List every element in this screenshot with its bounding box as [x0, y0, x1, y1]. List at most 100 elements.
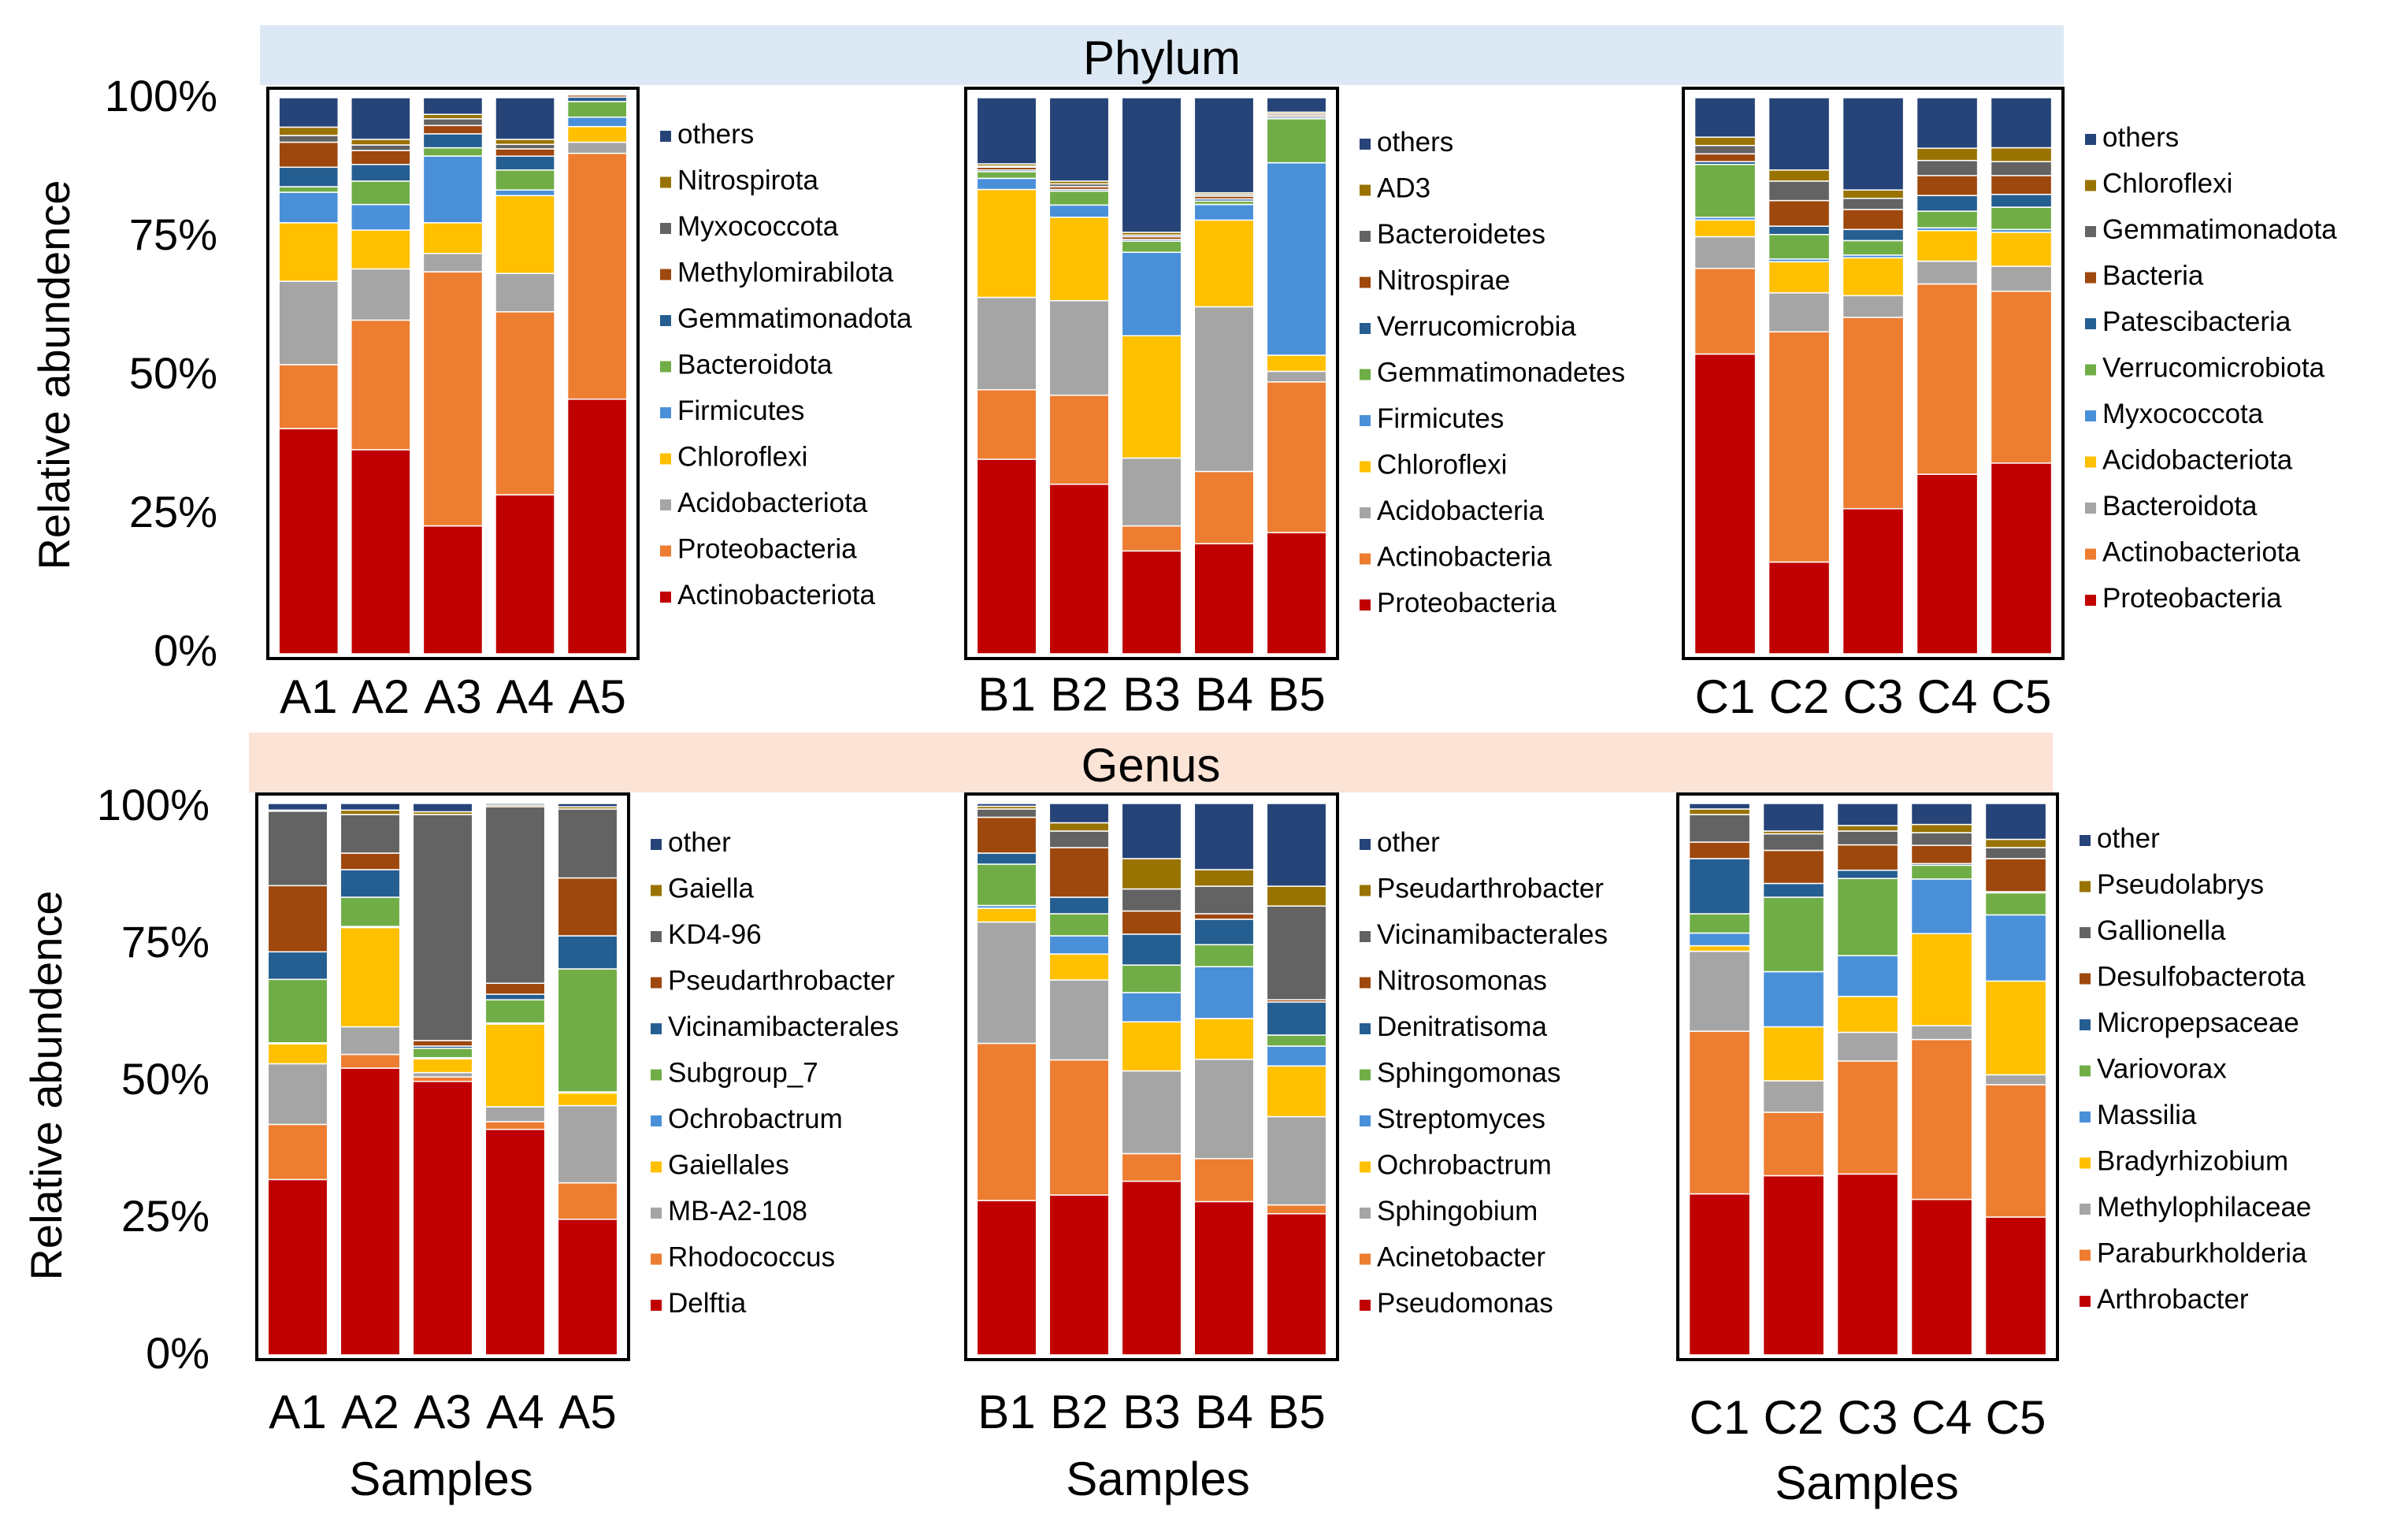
bar-segment-b3-proteobacteria — [1121, 550, 1182, 655]
bar-segment-c3-bradyrhizobium — [1836, 996, 1899, 1033]
legend-swatch — [651, 1208, 662, 1219]
legend-swatch — [1360, 553, 1371, 565]
bar-segment-b3-streptomyces — [1121, 992, 1182, 1022]
bar-segment-a1-subgroup-7 — [267, 978, 328, 1044]
x-tick-a1: A1 — [269, 1386, 326, 1438]
bar-segment-c3-gemmatimonadota — [1842, 198, 1905, 210]
legend-label-others: others — [2102, 122, 2179, 153]
legend-swatch — [2085, 548, 2096, 560]
bar-segment-a5-chloroflexi — [566, 125, 628, 143]
bar-segment-a4-delftia — [484, 1128, 546, 1356]
legend-swatch — [660, 545, 671, 557]
bar-segment-a1-bacteroidota — [278, 186, 339, 193]
legend-label-paraburkholderia: Paraburkholderia — [2097, 1238, 2307, 1269]
bar-segment-a5-acidobacteriota — [566, 141, 628, 154]
legend-label-methylomirabilota: Methylomirabilota — [677, 258, 894, 288]
legend-swatch — [2080, 1157, 2091, 1169]
legend-label-patescibacteria: Patescibacteria — [2102, 306, 2291, 337]
bar-segment-a5-bacteroidota — [566, 101, 628, 118]
legend-swatch — [2080, 1065, 2091, 1077]
legend-label-actinobacteriota: Actinobacteriota — [2102, 537, 2301, 568]
bar-segment-a2-nitrospirota — [351, 139, 411, 146]
bar-segment-c4-patescibacteria — [1916, 195, 1979, 212]
legend-label-massilia: Massilia — [2097, 1100, 2197, 1130]
x-tick-a4: A4 — [496, 670, 554, 723]
bar-segment-b2-proteobacteria — [1048, 483, 1110, 655]
legend-swatch — [2080, 927, 2091, 938]
bar-segment-b2-chloroflexi — [1048, 217, 1110, 302]
legend-label-acidobacteria: Acidobacteria — [1377, 495, 1545, 526]
bar-segment-b5-other — [1266, 803, 1327, 887]
bar-segment-a3-myxococcota — [422, 118, 484, 127]
legend-swatch — [1360, 415, 1371, 426]
legend-label-ochrobactrum: Ochrobactrum — [1377, 1150, 1552, 1181]
legend-swatch — [660, 315, 671, 326]
bar-segment-b5-chloroflexi — [1266, 354, 1327, 373]
bar-segment-c5-actinobacteriota — [1990, 290, 2053, 464]
bar-segment-b3-sphingobium — [1121, 1070, 1182, 1155]
bar-segment-a4-myxococcota — [495, 143, 555, 150]
bar-segment-b2-vicinamibacterales — [1048, 830, 1110, 848]
bar-segment-b1-proteobacteria — [976, 458, 1037, 655]
bar-segment-a1-other — [267, 803, 328, 811]
x-tick-b3: B3 — [1122, 668, 1180, 721]
y-axis-label-genus: Relative abundence — [21, 890, 71, 1280]
bar-segment-c3-massilia — [1836, 955, 1899, 997]
legend-label-proteobacteria: Proteobacteria — [1377, 588, 1556, 618]
x-tick-c4: C4 — [1912, 1391, 1972, 1444]
bar-segment-c5-gemmatimonadota — [1990, 161, 2053, 176]
bar-segment-a2-chloroflexi — [351, 229, 411, 270]
legend-label-denitratisoma: Denitratisoma — [1377, 1011, 1547, 1042]
bar-segment-a1-gaiellales — [267, 1043, 328, 1065]
bar-segment-c4-others — [1916, 97, 1979, 149]
x-tick-b2: B2 — [1050, 1386, 1108, 1438]
genus-band — [249, 733, 2053, 792]
bar-segment-c2-verrucomicrobiota — [1768, 233, 1831, 260]
bar-segment-c1-other — [1688, 803, 1751, 810]
bar-segment-a4-subgroup-7 — [484, 999, 546, 1024]
legend-swatch — [2080, 835, 2091, 846]
legend-label-bacteria: Bacteria — [2102, 261, 2204, 291]
bar-segment-a3-bacteroidota — [422, 147, 484, 157]
bar-segment-b2-firmicutes — [1048, 204, 1110, 218]
bar-segment-a2-myxococcota — [351, 144, 411, 151]
bar-segment-a5-firmicutes — [566, 116, 628, 128]
bar-segment-c3-pseudolabrys — [1836, 825, 1899, 832]
bar-segment-a3-proteobacteria — [422, 271, 484, 527]
bar-segment-a4-mb-a2-108 — [484, 1106, 546, 1123]
y-axis-label-phylum: Relative abundence — [29, 180, 79, 570]
bar-segment-b3-firmicutes — [1121, 251, 1182, 336]
legend-label-micropepsaceae: Micropepsaceae — [2097, 1007, 2299, 1038]
bar-segment-c4-gallionella — [1910, 832, 1973, 846]
legend-swatch — [2080, 1111, 2091, 1123]
bar-segment-c4-chloroflexi — [1916, 147, 1979, 161]
legend-label-sphingobium: Sphingobium — [1377, 1196, 1538, 1226]
bar-segment-a5-rhodococcus — [557, 1182, 618, 1220]
bar-segment-b5-others — [1266, 97, 1327, 113]
legend-label-bradyrhizobium: Bradyrhizobium — [2097, 1146, 2288, 1177]
bar-segment-c5-other — [1984, 803, 2047, 841]
legend-label-mb-a2-108: MB-A2-108 — [668, 1196, 807, 1226]
bar-segment-c4-bradyrhizobium — [1910, 933, 1973, 1026]
bar-segment-c2-desulfobacterota — [1762, 849, 1825, 885]
bar-segment-a5-pseudarthrobacter — [557, 877, 618, 937]
bar-segment-c1-verrucomicrobiota — [1694, 163, 1757, 218]
panel-frame — [1682, 87, 2065, 660]
bar-segment-a1-chloroflexi — [278, 222, 339, 282]
bar-segment-a2-gemmatimonadota — [351, 163, 411, 182]
bar-segment-b2-acidobacteria — [1048, 299, 1110, 396]
legend-swatch — [1360, 1161, 1371, 1173]
legend-swatch — [2080, 1019, 2091, 1030]
y-tick-genus-50: 50% — [121, 1054, 210, 1104]
bar-segment-c3-variovorax — [1836, 878, 1899, 956]
legend-label-other: other — [668, 827, 731, 858]
bar-segment-b3-pseudomonas — [1121, 1180, 1182, 1356]
bar-segment-b2-sphingomonas — [1048, 913, 1110, 937]
legend-swatch — [1360, 599, 1371, 610]
bar-segment-b4-denitratisoma — [1193, 918, 1255, 945]
bar-segment-b2-others — [1048, 97, 1110, 182]
legend-label-proteobacteria: Proteobacteria — [2102, 583, 2282, 614]
bar-segment-c5-variovorax — [1984, 892, 2047, 916]
panel-genus-a: A1 A2 A3 A4 A5 other Gaiella KD4-96 Pseudarthrob… — [255, 792, 899, 1438]
bar-segment-b2-ochrobactrum — [1048, 953, 1110, 981]
